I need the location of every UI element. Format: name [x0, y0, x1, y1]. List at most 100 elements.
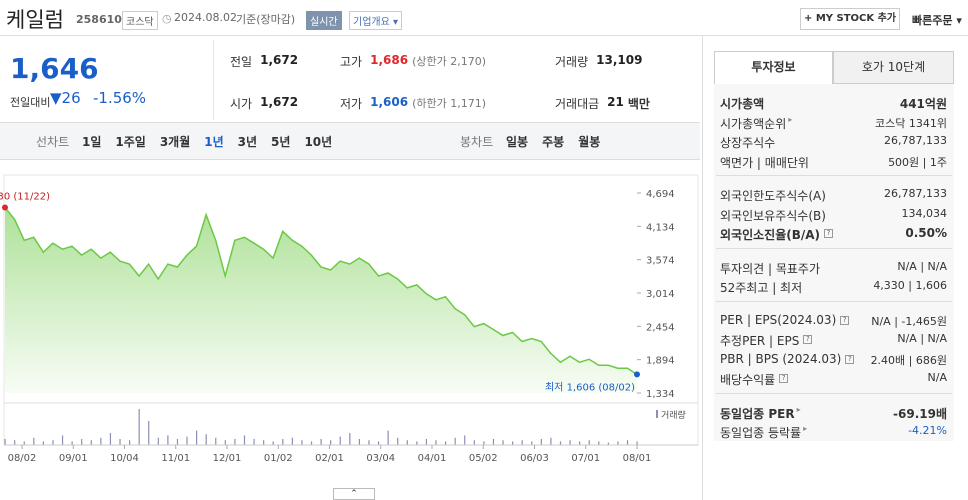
- volume-bar: [167, 435, 169, 445]
- my-stock-button[interactable]: + MY STOCK 추가: [800, 8, 900, 30]
- volume-bar: [14, 440, 16, 445]
- quick-order[interactable]: 빠른주문 ▾: [912, 14, 962, 27]
- period-tab[interactable]: 1년: [204, 135, 224, 149]
- volume-bar: [272, 441, 274, 445]
- stat-label: 거래량: [555, 55, 589, 69]
- stock-code: 258610: [76, 13, 122, 26]
- volume-bar: [320, 439, 322, 445]
- info-value: 26,787,133: [884, 187, 947, 200]
- y-tick-label: 3,014: [646, 289, 675, 300]
- info-label: 투자의견 | 목표주가: [720, 261, 820, 276]
- price-line: [4, 207, 638, 376]
- period-tab[interactable]: 1일: [82, 135, 102, 149]
- volume-bar: [406, 440, 408, 445]
- volume-bar: [196, 430, 198, 445]
- info-value: 코스닥 1341위: [875, 116, 947, 130]
- y-tick-label: 1,334: [646, 389, 675, 400]
- volume-legend-swatch: [656, 410, 658, 418]
- help-icon: ?: [779, 374, 789, 383]
- stat-label: 고가: [340, 55, 363, 69]
- help-icon: ?: [845, 354, 855, 364]
- realtime[interactable]: 실시간: [306, 11, 342, 30]
- y-tick-label: 4,134: [646, 222, 675, 233]
- info-label: 52주최고 | 최저: [720, 281, 803, 295]
- volume-bar: [157, 437, 159, 445]
- volume-bar: [617, 441, 619, 445]
- period-tab[interactable]: 3년: [237, 135, 258, 149]
- info-value: 500원 | 1주: [888, 155, 947, 169]
- stat-label: 거래대금: [555, 97, 600, 111]
- volume-bar: [387, 430, 389, 445]
- candle-tab[interactable]: 주봉: [542, 135, 565, 149]
- change-label: 전일대비: [10, 96, 51, 109]
- volume-bar: [416, 441, 418, 445]
- volume-bar: [301, 440, 303, 445]
- volume-bar: [33, 437, 35, 445]
- x-tick-label: 12/01: [213, 453, 242, 464]
- market: 코스닥: [122, 11, 158, 30]
- quick-order-text: 빠른주문: [912, 14, 953, 27]
- y-tick-label: 1,894: [646, 356, 675, 367]
- info-label: 시가총액: [720, 97, 765, 111]
- low-label: 최저 1,606 (08/02): [545, 381, 635, 393]
- period-tab[interactable]: 3개월: [159, 135, 191, 149]
- panel-divider: [716, 247, 952, 249]
- volume-bar: [473, 440, 475, 445]
- chart: 1,334 1,894 2,454 3,014 3,574 4,134 4,694 최고 4,…: [0, 174, 699, 464]
- period-tab[interactable]: 10년: [304, 135, 333, 149]
- volume-bar: [607, 442, 609, 445]
- info-label: 배당수익률: [720, 373, 776, 387]
- volume-bar: [397, 437, 399, 445]
- info-label: PBR | BPS (2024.03): [720, 351, 842, 366]
- info-label: 추정PER | EPS: [720, 334, 800, 348]
- candle-tab[interactable]: 일봉: [506, 135, 529, 149]
- volume-bar: [291, 437, 293, 445]
- stat-sub: (상한가 2,170): [412, 55, 486, 68]
- stat-value: 1,672: [260, 95, 299, 109]
- period-tab[interactable]: 5년: [271, 135, 291, 149]
- overview-text: 기업개요: [353, 17, 390, 28]
- volume-bar: [569, 440, 571, 445]
- panel-tab[interactable]: 호가 10단계: [833, 51, 954, 84]
- volume-bar: [263, 440, 265, 445]
- volume-bar: [176, 439, 179, 445]
- volume-bar: [550, 437, 552, 445]
- help-icon: ?: [840, 315, 850, 325]
- x-tick-label: 02/01: [315, 453, 344, 464]
- candle-tab[interactable]: 월봉: [578, 135, 601, 149]
- info-label: 동일업종 PER: [720, 406, 795, 421]
- stat-label: 저가: [340, 97, 363, 111]
- volume-bar: [4, 439, 6, 445]
- change-value: 26: [61, 89, 81, 107]
- current-price: 1,646: [10, 52, 99, 85]
- divider: [702, 36, 703, 500]
- y-tick-label: 3,574: [646, 256, 675, 267]
- volume-bar: [425, 439, 428, 445]
- price-area: [5, 207, 637, 393]
- x-tick-label: 08/02: [8, 453, 37, 464]
- panel-divider: [716, 300, 952, 302]
- stat-label: 시가: [230, 97, 253, 111]
- divider: [213, 40, 214, 120]
- info-value: 134,034: [901, 206, 948, 220]
- volume-bar: [368, 440, 370, 445]
- volume-bar: [377, 441, 380, 445]
- panel-tab[interactable]: 투자정보: [714, 51, 833, 84]
- volume-bar: [454, 437, 456, 445]
- period-tab[interactable]: 1주일: [115, 135, 146, 149]
- volume-bar: [512, 441, 514, 445]
- volume-bar: [598, 441, 600, 445]
- collapse-button[interactable]: ⌃: [333, 488, 375, 500]
- volume-bar: [444, 441, 447, 445]
- info-value: 441억원: [899, 97, 947, 111]
- volume-bar: [636, 441, 638, 445]
- info-label: PER | EPS(2024.03): [720, 312, 837, 327]
- overview[interactable]: 기업개요 ▾: [349, 11, 403, 30]
- low-marker: [634, 371, 640, 378]
- x-tick-label: 05/02: [469, 453, 498, 464]
- stat-value: 21: [607, 95, 624, 109]
- info-label: 동일업종 등락률: [720, 426, 802, 440]
- volume-bar: [148, 421, 150, 445]
- info-value: 26,787,133: [884, 134, 947, 147]
